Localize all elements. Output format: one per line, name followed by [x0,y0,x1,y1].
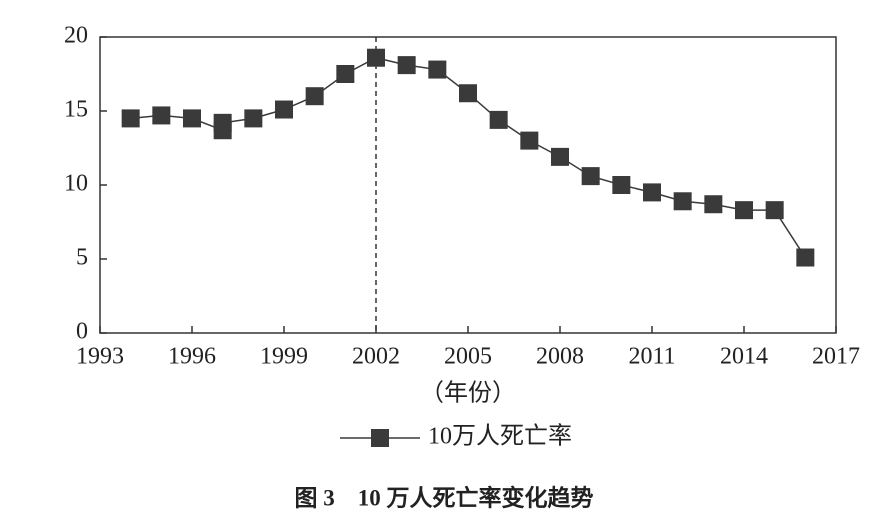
x-tick-label: 2005 [444,344,492,370]
marker [581,167,600,186]
x-tick-label: 1996 [168,344,216,370]
x-axis-label: （年份） [420,380,516,407]
marker [643,183,661,202]
x-tick-label: 1993 [76,344,124,370]
marker [673,192,692,211]
marker [489,110,508,129]
y-tick-label: 15 [64,97,88,123]
y-tick-label: 5 [76,245,88,271]
marker [275,100,293,119]
x-tick-label: 1999 [260,344,308,370]
marker [704,195,723,214]
marker [367,48,385,67]
marker [152,106,171,125]
marker [796,248,815,267]
marker [735,201,753,220]
marker [551,147,569,166]
plot-frame [99,36,837,334]
marker [183,109,201,128]
x-tick-label: 2011 [628,344,675,370]
marker [459,84,477,103]
marker [520,131,539,150]
marker [121,109,140,128]
y-tick-label: 20 [64,23,88,49]
x-tick-label: 2017 [812,344,860,370]
legend-marker [371,429,389,447]
legend-label: 10万人死亡率 [428,423,572,450]
marker [336,65,355,83]
x-tick-label: 2002 [352,344,400,370]
y-tick-label: 10 [64,171,88,197]
marker [765,201,784,220]
x-tick-label: 2014 [720,344,768,370]
marker [397,56,416,75]
marker [428,60,447,79]
y-tick-label: 0 [76,319,88,345]
marker [612,176,631,194]
marker [244,109,263,128]
chart-title: 图 3 10 万人死亡率变化趋势 [295,484,594,510]
x-tick-label: 2008 [536,344,584,370]
marker [213,113,232,132]
marker [305,87,324,106]
